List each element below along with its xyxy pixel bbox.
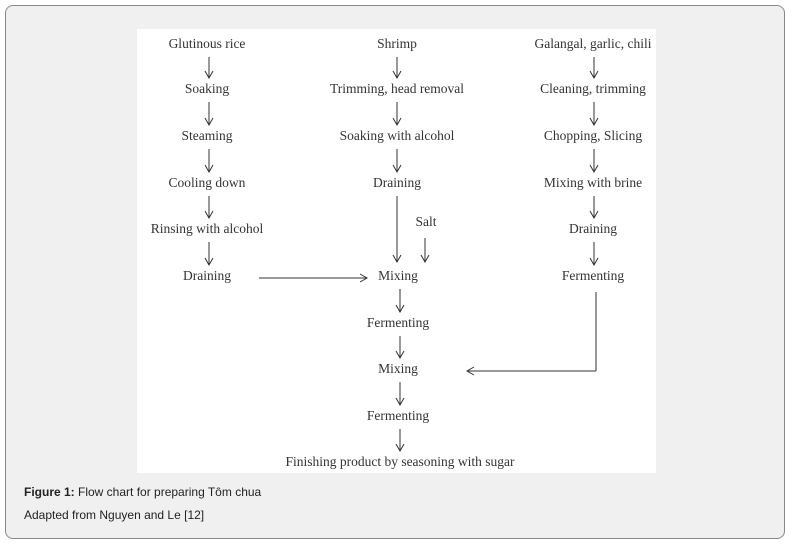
figure-source: Adapted from Nguyen and Le [12]: [24, 508, 205, 522]
rice-step: Rinsing with alcohol: [150, 221, 264, 236]
rice-step: Steaming: [181, 128, 233, 143]
shrimp-step: Soaking with alcohol: [339, 128, 455, 143]
figure-title: Flow chart for preparing Tôm chua: [78, 485, 262, 499]
spice-step: Fermenting: [561, 268, 625, 283]
spice-step: Mixing with brine: [543, 175, 643, 190]
combined-step: Mixing: [378, 268, 418, 283]
combined-step: Mixing: [378, 361, 418, 376]
shrimp-step: Shrimp: [377, 36, 417, 51]
combined-step: Fermenting: [366, 408, 430, 423]
spice-step: Galangal, garlic, chili: [534, 36, 652, 51]
rice-step: Draining: [183, 268, 231, 283]
figure-label: Figure 1:: [24, 485, 75, 499]
figure-caption: Figure 1: Flow chart for preparing Tôm c…: [24, 485, 261, 499]
shrimp-step: Trimming, head removal: [329, 81, 465, 96]
rice-step: Cooling down: [168, 175, 246, 190]
combined-step: Fermenting: [366, 315, 430, 330]
rice-step: Soaking: [184, 81, 230, 96]
spice-step: Cleaning, trimming: [540, 81, 646, 96]
salt-input: Salt: [415, 214, 437, 229]
spice-step: Chopping, Slicing: [543, 128, 643, 143]
combined-step: Finishing product by seasoning with suga…: [285, 454, 515, 469]
spice-step: Draining: [569, 221, 617, 236]
shrimp-step: Draining: [373, 175, 421, 190]
rice-step: Glutinous rice: [168, 36, 246, 51]
